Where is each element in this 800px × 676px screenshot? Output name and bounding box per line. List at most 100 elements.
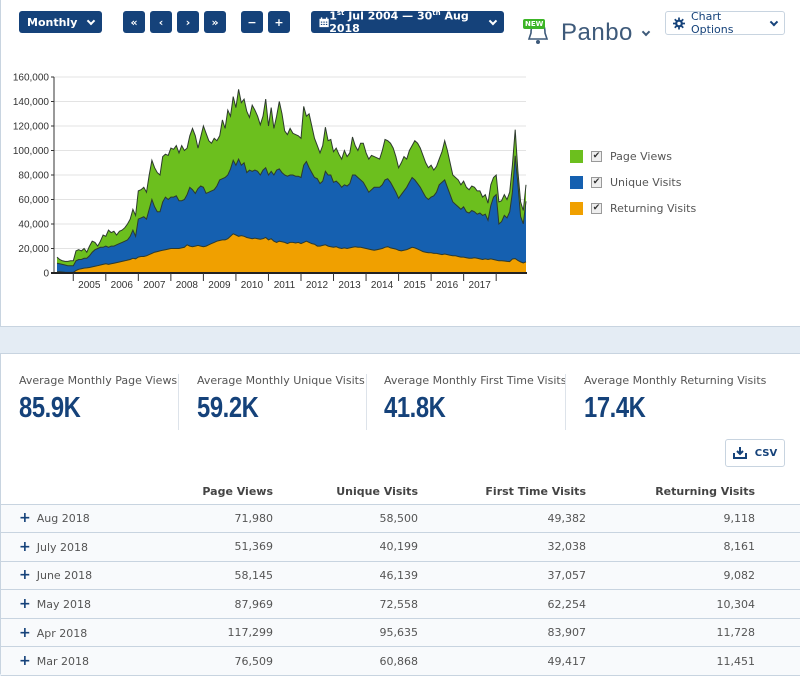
stat-value: 59.2K: [197, 392, 259, 424]
stat-value: 85.9K: [19, 392, 81, 424]
x-tick-label: 2011: [274, 280, 296, 291]
csv-export-button[interactable]: CSV: [725, 439, 785, 467]
column-header-first-time-visits[interactable]: First Time Visits: [418, 480, 586, 505]
x-tick-label: 2007: [143, 280, 166, 291]
first-time-visits-cell: 32,038: [418, 532, 586, 562]
date-range-picker[interactable]: 1st Jul 2004 — 30th Aug 2018: [311, 9, 504, 35]
stat-returning-visits: Average Monthly Returning Visits 17.4K: [584, 374, 766, 430]
expand-plus-icon[interactable]: +: [19, 538, 31, 555]
data-panel: Average Monthly Page Views 85.9K Average…: [0, 353, 800, 676]
period-select[interactable]: Monthly: [19, 11, 102, 33]
summary-stats: Average Monthly Page Views 85.9K Average…: [1, 374, 800, 430]
y-tick-label: 0: [43, 269, 49, 280]
first-time-visits-cell: 37,057: [418, 561, 586, 591]
chevron-right-icon: ›: [185, 15, 191, 29]
expand-plus-icon[interactable]: +: [19, 653, 31, 670]
table-row[interactable]: + Mar 2018 76,509 60,868 49,417 11,451: [1, 646, 800, 676]
legend-item-returning-visits[interactable]: ✔ Returning Visits: [570, 195, 696, 221]
expand-plus-icon[interactable]: +: [19, 510, 31, 527]
stat-first-time-visits: Average Monthly First Time Visits 41.8K: [384, 374, 566, 430]
month-cell[interactable]: + July 2018: [1, 532, 171, 562]
x-tick-label: 2017: [469, 280, 492, 291]
month-cell[interactable]: + June 2018: [1, 561, 171, 591]
site-selector[interactable]: NEW Panbo: [523, 17, 651, 49]
page-views-cell: 71,980: [171, 504, 273, 534]
first-time-visits-cell: 62,254: [418, 589, 586, 619]
chart-options-label: Chart Options: [691, 10, 734, 36]
column-header-unique-visits[interactable]: Unique Visits: [273, 480, 418, 505]
unique-visits-cell: 72,558: [273, 589, 418, 619]
csv-label: CSV: [754, 447, 778, 459]
table-row[interactable]: + Aug 2018 71,980 58,500 49,382 9,118: [1, 504, 800, 534]
returning-visits-cell: 9,082: [586, 561, 755, 591]
column-header-month: [1, 480, 171, 505]
unique-visits-cell: 58,500: [273, 504, 418, 534]
returning-visits-cell: 8,161: [586, 532, 755, 562]
month-cell[interactable]: + Apr 2018: [1, 618, 171, 648]
unique-visits-cell: 40,199: [273, 532, 418, 562]
stat-page-views: Average Monthly Page Views 85.9K: [19, 374, 177, 430]
expand-plus-icon[interactable]: +: [19, 567, 31, 584]
line-unique-visits: [56, 155, 527, 267]
table-row[interactable]: + July 2018 51,369 40,199 32,038 8,161: [1, 532, 800, 562]
chart-panel: Monthly « ‹ › » − + 1st Jul 2004 — 30th …: [0, 0, 800, 327]
legend-item-unique-visits[interactable]: ✔ Unique Visits: [570, 169, 696, 195]
double-chevron-left-icon: «: [130, 15, 138, 29]
y-tick-label: 140,000: [13, 97, 50, 108]
y-tick-label: 60,000: [18, 195, 49, 206]
unique-visits-cell: 46,139: [273, 561, 418, 591]
zoom-out-button[interactable]: −: [241, 11, 263, 33]
column-header-returning-visits[interactable]: Returning Visits: [586, 480, 755, 505]
legend-label: Returning Visits: [610, 201, 697, 215]
legend-swatch: [570, 201, 583, 215]
chevron-down-icon: [489, 16, 498, 25]
table-row[interactable]: + Apr 2018 117,299 95,635 83,907 11,728: [1, 618, 800, 648]
first-time-visits-cell: 83,907: [418, 618, 586, 648]
x-tick-label: 2008: [176, 280, 199, 291]
period-select-label: Monthly: [27, 15, 78, 29]
table-row[interactable]: + May 2018 87,969 72,558 62,254 10,304: [1, 589, 800, 619]
new-badge: NEW: [523, 19, 546, 29]
y-tick-label: 40,000: [18, 220, 49, 231]
nav-prev-button[interactable]: ‹: [150, 11, 172, 33]
chevron-down-icon: [641, 27, 651, 36]
line-returning-visits: [57, 233, 527, 273]
y-tick-label: 160,000: [13, 73, 50, 84]
expand-plus-icon[interactable]: +: [19, 596, 31, 613]
expand-plus-icon[interactable]: +: [19, 624, 31, 641]
page-views-cell: 51,369: [171, 532, 273, 562]
area-unique-visits: [57, 155, 526, 273]
column-header-page-views[interactable]: Page Views: [171, 480, 273, 505]
table-row[interactable]: + June 2018 58,145 46,139 37,057 9,082: [1, 561, 800, 591]
nav-first-button[interactable]: «: [123, 11, 145, 33]
unique-visits-cell: 95,635: [273, 618, 418, 648]
calendar-icon: [319, 16, 329, 27]
x-tick-label: 2016: [436, 280, 459, 291]
month-cell[interactable]: + Mar 2018: [1, 646, 171, 676]
minus-icon: −: [247, 15, 257, 29]
month-cell[interactable]: + Aug 2018: [1, 504, 171, 534]
nav-next-button[interactable]: ›: [177, 11, 199, 33]
checkbox-checked-icon[interactable]: ✔: [591, 202, 602, 214]
legend-item-page-views[interactable]: ✔ Page Views: [570, 143, 696, 169]
returning-visits-cell: 10,304: [586, 589, 755, 619]
x-tick-label: 2015: [403, 280, 426, 291]
stat-label: Average Monthly Returning Visits: [584, 374, 767, 387]
plus-icon: +: [274, 15, 284, 29]
x-tick-label: 2005: [78, 280, 101, 291]
double-chevron-right-icon: »: [211, 15, 219, 29]
month-cell[interactable]: + May 2018: [1, 589, 171, 619]
legend-swatch: [570, 175, 583, 189]
stat-label: Average Monthly Unique Visits: [197, 374, 365, 387]
checkbox-checked-icon[interactable]: ✔: [591, 176, 602, 188]
nav-last-button[interactable]: »: [204, 11, 226, 33]
returning-visits-cell: 9,118: [586, 504, 755, 534]
chevron-down-icon: [86, 16, 96, 25]
checkbox-checked-icon[interactable]: ✔: [591, 150, 602, 162]
y-tick-label: 100,000: [13, 146, 50, 157]
chart-options-button[interactable]: Chart Options: [665, 10, 785, 36]
stat-value: 41.8K: [384, 392, 446, 424]
page-views-cell: 87,969: [171, 589, 273, 619]
zoom-in-button[interactable]: +: [268, 11, 290, 33]
y-tick-label: 120,000: [13, 122, 50, 133]
